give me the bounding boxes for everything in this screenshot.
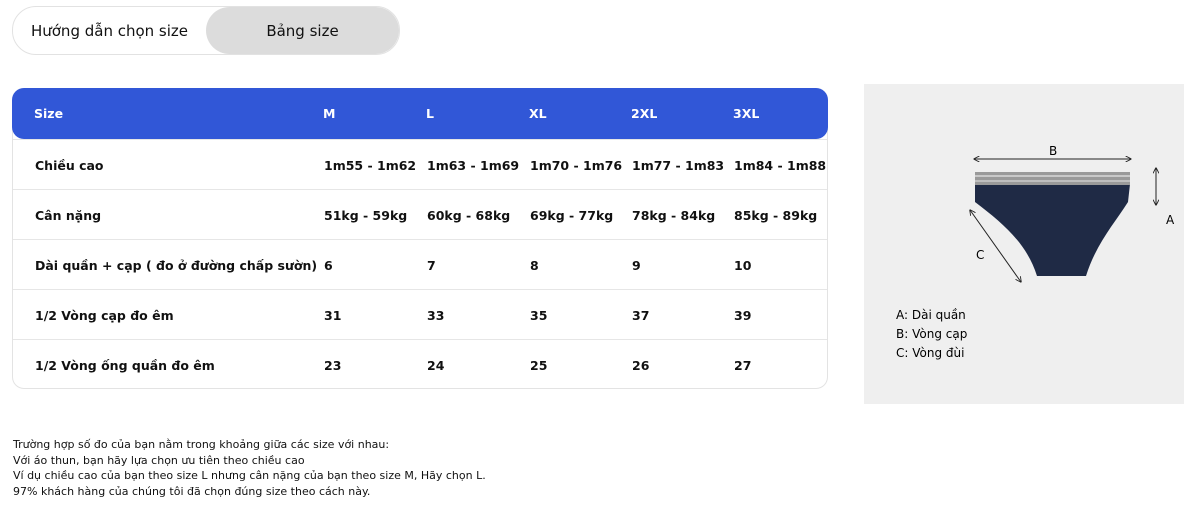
cell-value: XL <box>529 106 547 121</box>
note-line: 97% khách hàng của chúng tôi đã chọn đún… <box>13 484 371 498</box>
cell-value: 1m63 - 1m69 <box>427 157 520 173</box>
tab-bar: Hướng dẫn chọn size Bảng size <box>12 6 400 55</box>
row-label: 1/2 Vòng ống quần đo êm <box>35 357 215 373</box>
tab[interactable]: Hướng dẫn chọn size <box>30 21 189 40</box>
cell-value: 27 <box>734 357 752 373</box>
cell-value: 8 <box>530 257 539 273</box>
cell-value: 24 <box>427 357 445 373</box>
note-line: Trường hợp số đo của bạn nằm trong khoản… <box>13 438 390 451</box>
cell-value: 31 <box>324 307 342 323</box>
cell-value: 10 <box>734 257 752 273</box>
cell-value: 78kg - 84kg <box>632 207 716 223</box>
notes: Trường hợp số đo của bạn nằm trong khoản… <box>13 437 486 499</box>
note-line: Với áo thun, bạn hãy lựa chọn ưu tiên th… <box>13 453 305 467</box>
tab[interactable]: Bảng size <box>206 7 399 54</box>
row-label: 1/2 Vòng cạp đo êm <box>35 307 174 323</box>
row-label: Cân nặng <box>35 207 102 223</box>
table-header: Size M L XL 2XL 3XL <box>12 88 828 139</box>
legend-item: B: Vòng cạp <box>896 327 967 341</box>
cell-value: 1m70 - 1m76 <box>530 157 623 173</box>
cell-value: 33 <box>427 307 445 323</box>
cell-value: 26 <box>632 357 650 373</box>
cell-value: 25 <box>530 357 548 373</box>
table-row: 1/2 Vòng ống quần đo êm 23 24 25 26 27 <box>13 339 827 390</box>
row-label: Size <box>34 106 64 121</box>
cell-value: 60kg - 68kg <box>427 207 511 223</box>
note-line: Ví dụ chiều cao của bạn theo size L nhưn… <box>13 469 486 482</box>
cell-value: 23 <box>324 357 342 373</box>
label-a: A <box>1166 213 1175 227</box>
cell-value: 51kg - 59kg <box>324 207 408 223</box>
row-label: Chiều cao <box>35 157 104 173</box>
cell-value: 37 <box>632 307 650 323</box>
legend-item: A: Dài quần <box>896 308 966 322</box>
size-illustration: A B C A: Dài quần B: Vòng cạp C: Vòng đù… <box>864 84 1184 404</box>
table-row: Dài quần + cạp ( đo ở đường chấp sườn) 6 7… <box>13 239 827 290</box>
legend-item: C: Vòng đùi <box>896 346 964 360</box>
cell-value: L <box>426 106 434 121</box>
cell-value: 7 <box>427 257 436 273</box>
cell-value: 1m77 - 1m83 <box>632 157 725 173</box>
cell-value: 85kg - 89kg <box>734 207 818 223</box>
cell-value: 1m55 - 1m62 <box>324 157 417 173</box>
table-row: Cân nặng 51kg - 59kg 60kg - 68kg 69kg - 77k… <box>13 189 827 240</box>
row-label: Dài quần + cạp ( đo ở đường chấp sườn) <box>35 257 318 273</box>
briefs-body <box>975 184 1130 276</box>
table-row: 1/2 Vòng cạp đo êm 31 33 35 37 39 <box>13 289 827 340</box>
label-c: C <box>976 248 984 262</box>
label-b: B <box>1049 144 1057 158</box>
cell-value: 39 <box>734 307 752 323</box>
table-row: Chiều cao 1m55 - 1m62 1m63 - 1m69 1m70 - 1m… <box>13 139 827 190</box>
cell-value: 69kg - 77kg <box>530 207 614 223</box>
waistband <box>975 172 1130 185</box>
cell-value: 35 <box>530 307 548 323</box>
cell-value: 9 <box>632 257 641 273</box>
cell-value: 3XL <box>733 106 760 121</box>
briefs-diagram: A B C A: Dài quần B: Vòng cạp C: Vòng đù… <box>896 144 1175 360</box>
size-table: Size M L XL 2XL 3XL Chiều cao 1m55 - 1m62 1m63 -… <box>12 88 828 389</box>
cell-value: M <box>323 106 336 121</box>
cell-value: 6 <box>324 257 333 273</box>
cell-value: 1m84 - 1m88 <box>734 157 827 173</box>
cell-value: 2XL <box>631 106 658 121</box>
